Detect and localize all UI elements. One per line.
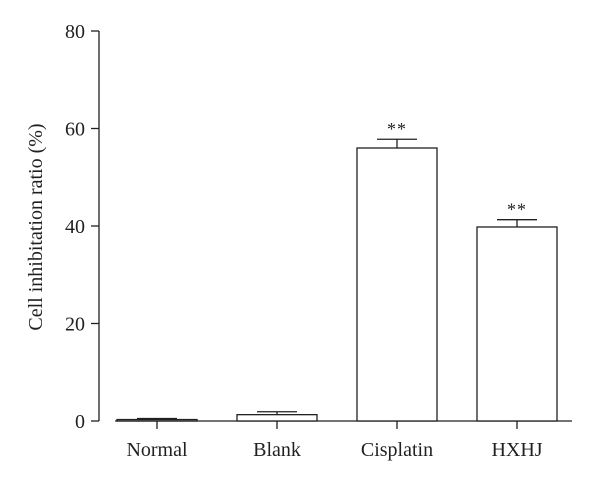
y-tick-label: 60 [65,119,85,141]
y-tick-label: 80 [65,21,85,43]
bar [356,147,438,422]
x-tick-label: HXHJ [491,439,542,461]
y-tick-label: 40 [65,216,85,238]
x-tick-label: Cisplatin [361,439,433,461]
bar [476,226,558,422]
y-tick-label: 20 [65,314,85,336]
x-tick-label: Normal [126,439,188,461]
labels: 0 20 40 60 80 Normal Blank Cisplatin ** HXHJ ** [65,21,543,461]
bar [236,414,318,422]
significance-label: ** [387,119,407,139]
bar [116,418,198,422]
bars [116,138,558,422]
y-tick-label: 0 [75,411,85,433]
significance-label: ** [507,200,527,220]
y-axis-title: Cell inhibitation ratio (%) [25,123,47,330]
x-tick-label: Blank [253,439,301,461]
